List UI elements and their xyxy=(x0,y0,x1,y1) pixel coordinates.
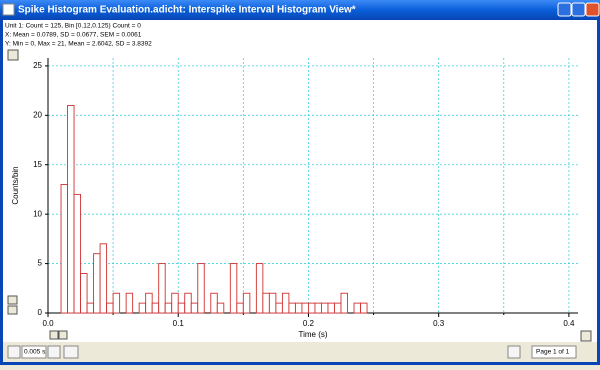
bar xyxy=(242,292,251,314)
x-axis-label: Time (s) xyxy=(298,330,327,339)
histogram-type-button[interactable] xyxy=(47,345,61,359)
title-bar xyxy=(0,0,600,20)
bar xyxy=(281,292,290,314)
info-line: Y: Min = 0, Max = 21, Mean = 2.6042, SD … xyxy=(5,41,152,48)
bar xyxy=(353,302,361,314)
menu-button[interactable] xyxy=(7,49,19,61)
bar xyxy=(301,302,309,314)
status-bar xyxy=(3,342,597,362)
close-button[interactable] xyxy=(585,2,600,17)
x-menu-button[interactable] xyxy=(580,330,592,342)
bar xyxy=(125,292,134,314)
bar xyxy=(145,292,153,314)
bar xyxy=(106,302,114,314)
bar xyxy=(164,302,173,314)
bar xyxy=(138,302,147,314)
y-zoom-out[interactable] xyxy=(7,305,18,315)
options-button[interactable] xyxy=(63,345,79,359)
x-tick-label: 0.4 xyxy=(563,319,575,328)
bar xyxy=(314,302,322,314)
y-tick-label: 15 xyxy=(33,160,42,169)
bar xyxy=(294,302,303,314)
y-tick-label: 5 xyxy=(38,259,43,268)
x-tick-label: 0.3 xyxy=(433,319,445,328)
bar xyxy=(307,302,316,314)
bar xyxy=(327,302,335,314)
bin-width: 0.005 s xyxy=(24,349,46,356)
bar xyxy=(321,302,329,314)
y-tick-label: 10 xyxy=(33,209,42,218)
bar xyxy=(255,263,264,314)
page-field xyxy=(531,345,577,359)
restore-button[interactable] xyxy=(571,2,586,17)
x-tick-label: 0.1 xyxy=(173,319,185,328)
info-line: Unit 1: Count = 125, Bin [0.12,0.125) Co… xyxy=(5,23,141,30)
bar xyxy=(236,302,244,314)
bar xyxy=(197,263,205,314)
y-tick-label: 0 xyxy=(38,308,43,317)
bar xyxy=(268,292,277,314)
bar xyxy=(184,292,192,314)
bar xyxy=(93,253,101,314)
bar xyxy=(360,302,368,314)
bar xyxy=(158,263,166,314)
x-tick-label: 0.2 xyxy=(303,319,315,328)
bar xyxy=(334,302,342,314)
page-indicator: Page 1 of 1 xyxy=(536,349,570,356)
bar xyxy=(288,302,296,314)
x-tick-label: 0.0 xyxy=(42,319,54,328)
y-tick-label: 20 xyxy=(33,110,42,119)
bar xyxy=(86,302,95,314)
bar xyxy=(275,302,283,314)
bar xyxy=(177,302,186,314)
x-zoom-out[interactable] xyxy=(49,330,59,340)
bar xyxy=(340,292,348,314)
bar xyxy=(99,243,108,314)
bar xyxy=(262,292,270,314)
info-line: X: Mean = 0.0789, SD = 0.0677, SEM = 0.0… xyxy=(5,32,142,39)
bar xyxy=(112,292,121,314)
bar xyxy=(171,292,179,314)
bar xyxy=(229,263,238,314)
content xyxy=(3,20,597,342)
window-title: Spike Histogram Evaluation.adicht: Inter… xyxy=(18,5,356,16)
y-zoom-in[interactable] xyxy=(7,295,18,305)
bar xyxy=(60,184,68,314)
y-axis-label: Counts/bin xyxy=(11,166,20,204)
x-zoom-in[interactable] xyxy=(58,330,68,340)
histogram-button[interactable] xyxy=(7,345,21,359)
bar xyxy=(210,292,218,314)
bar xyxy=(73,193,82,314)
bar xyxy=(190,302,199,314)
bar xyxy=(151,302,160,314)
y-tick-label: 25 xyxy=(33,61,42,70)
bar xyxy=(80,273,88,314)
minimize-button[interactable] xyxy=(557,2,572,17)
bar xyxy=(216,302,225,314)
page-button[interactable] xyxy=(507,345,521,359)
bar xyxy=(67,104,75,314)
bin-width-field[interactable] xyxy=(21,345,47,359)
app-icon xyxy=(2,3,15,16)
